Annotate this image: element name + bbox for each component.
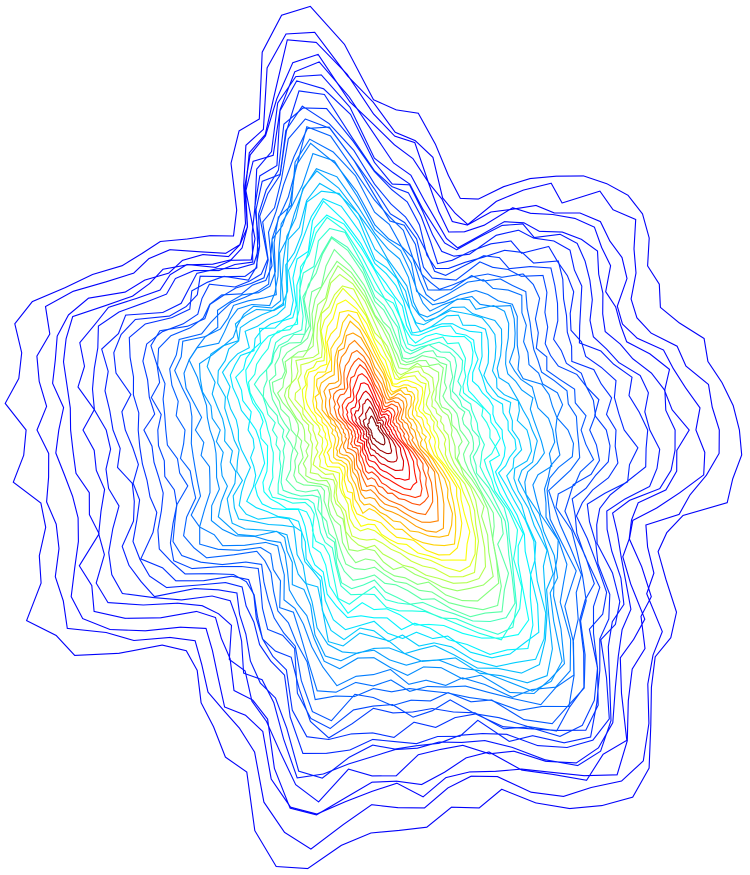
contour-line	[64, 54, 690, 815]
contour-line	[249, 217, 522, 639]
contour-line	[143, 106, 610, 738]
contour-line	[93, 75, 660, 778]
contour-line	[102, 81, 648, 778]
contour-plot	[0, 0, 750, 875]
page: (() => { const data = JSON.parse(documen…	[0, 0, 750, 875]
contour-line	[295, 286, 479, 577]
contour-line	[158, 127, 594, 724]
contour-line	[151, 119, 600, 731]
